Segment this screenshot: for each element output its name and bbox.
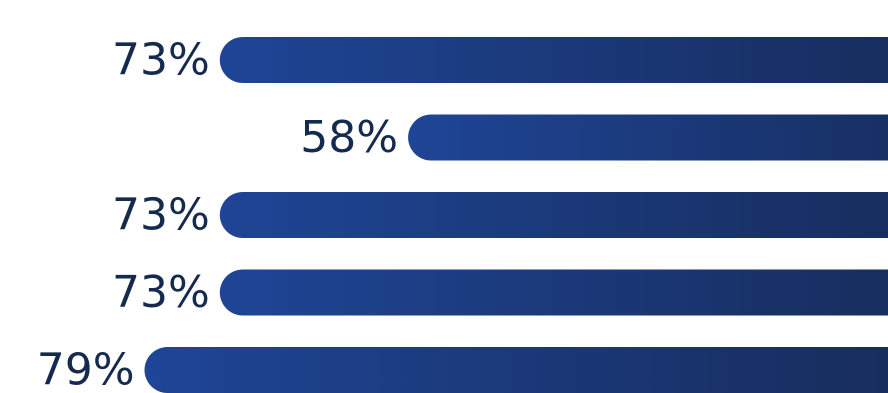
- value-label-2: 58%: [300, 112, 398, 163]
- value-label-3: 73%: [112, 190, 210, 241]
- value-labels-group: 73% 58% 73% 73% 79%: [37, 35, 398, 393]
- value-label-4: 73%: [112, 267, 210, 318]
- value-label-1: 73%: [112, 35, 210, 86]
- bar-2: [408, 114, 888, 161]
- value-label-5: 79%: [37, 345, 135, 393]
- bars-group: [144, 37, 888, 393]
- bar-4: [219, 269, 888, 316]
- bar-5: [144, 347, 888, 393]
- bar-1: [219, 37, 888, 83]
- bar-3: [219, 192, 888, 238]
